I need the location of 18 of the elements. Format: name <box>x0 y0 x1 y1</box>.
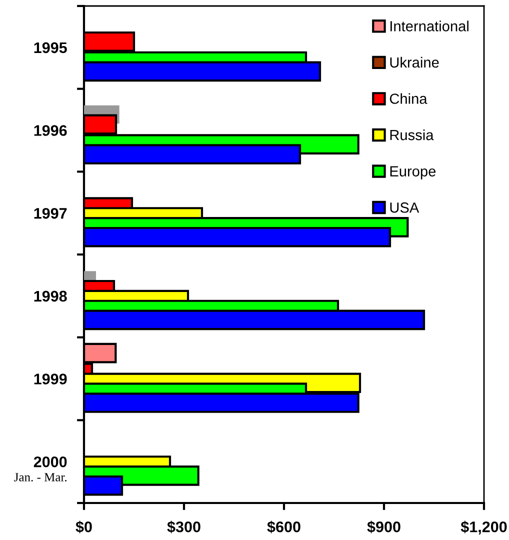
legend-label: Europe <box>390 166 436 180</box>
y-tick-label: 1997 <box>34 208 67 219</box>
x-tick-label: $1,200 <box>460 520 507 534</box>
x-tick-label: $600 <box>267 520 300 534</box>
text: Jan. - Mar. <box>14 473 67 482</box>
x-tick-label: $300 <box>167 520 200 534</box>
y-tick-label: 1995 <box>34 42 67 54</box>
legend-label: USA <box>390 202 420 213</box>
y-tick-label: 1996 <box>34 125 67 136</box>
legend-label: International <box>390 20 468 32</box>
legend-label: China <box>390 93 428 104</box>
x-tick-label: $900 <box>367 520 400 534</box>
legend-label: Ukraine <box>390 56 439 68</box>
y-tick-label: 1999 <box>34 374 67 384</box>
x-tick-label: $0 <box>76 520 92 534</box>
y-tick-label: 2000 <box>34 456 67 468</box>
legend-label: Russia <box>390 129 434 140</box>
y-tick-label: 1998 <box>34 290 67 302</box>
